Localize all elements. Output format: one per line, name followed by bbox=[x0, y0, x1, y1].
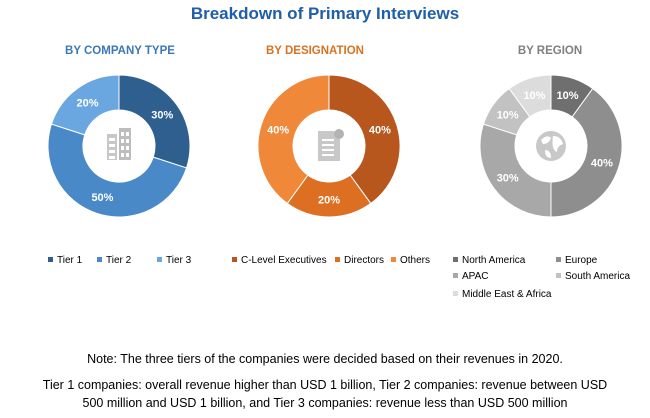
legend-item: Middle East & Africa bbox=[453, 289, 551, 301]
slice-label: 10% bbox=[523, 90, 545, 102]
chart-title-company-type: BY COMPANY TYPE bbox=[65, 45, 175, 57]
slice-label: 10% bbox=[497, 110, 519, 122]
legend-swatch bbox=[453, 257, 458, 262]
legend-swatch bbox=[453, 273, 458, 278]
legend-label: Tier 2 bbox=[106, 255, 132, 266]
legend-label: Directors bbox=[344, 255, 385, 266]
legend-swatch bbox=[556, 273, 561, 278]
legend-label: Others bbox=[400, 255, 431, 266]
note-text: Note: The three tiers of the companies w… bbox=[87, 352, 563, 366]
footnote-line-1: Tier 1 companies: overall revenue higher… bbox=[42, 378, 608, 392]
chart-title-region: BY REGION bbox=[517, 45, 583, 57]
legend-item: North America bbox=[453, 255, 525, 267]
slice-label: 50% bbox=[91, 192, 113, 204]
legend-label: Tier 1 bbox=[57, 255, 83, 266]
slice-middle-east-africa bbox=[508, 74, 552, 118]
slice-tier-2 bbox=[48, 123, 188, 218]
page-title: Breakdown of Primary Interviews bbox=[190, 4, 460, 23]
slice-label: 40% bbox=[369, 124, 391, 136]
slice-label: 10% bbox=[557, 90, 579, 102]
legend-label: Tier 3 bbox=[166, 255, 192, 266]
footnote-line-2: 500 million and USD 1 billion, and Tier … bbox=[82, 396, 568, 410]
donut-chart-company-type: 30% 50% 20% bbox=[48, 66, 190, 226]
legend-label: South America bbox=[565, 271, 631, 282]
legend-swatch bbox=[97, 257, 102, 262]
legend-swatch bbox=[232, 257, 237, 262]
legend-item: APAC bbox=[453, 271, 489, 283]
building-icon bbox=[107, 128, 131, 160]
slice-others bbox=[258, 74, 330, 205]
legend-item: Tier 2 bbox=[97, 255, 131, 267]
legend-item: Directors bbox=[335, 255, 384, 267]
document-icon bbox=[318, 129, 344, 161]
legend-item: South America bbox=[556, 271, 630, 283]
slice-label: 20% bbox=[318, 195, 340, 207]
legend-label: APAC bbox=[462, 271, 489, 282]
legend-item: Europe bbox=[556, 255, 597, 267]
slice-tier-1 bbox=[118, 74, 190, 169]
slice-label: 20% bbox=[77, 98, 99, 110]
slice-label: 30% bbox=[497, 172, 519, 184]
legend-item: Tier 3 bbox=[157, 255, 191, 267]
legend-swatch bbox=[453, 291, 458, 296]
slice-label: 30% bbox=[151, 110, 173, 122]
slice-tier-3 bbox=[50, 74, 120, 136]
legend-label: Middle East & Africa bbox=[462, 289, 552, 300]
legend-swatch bbox=[157, 257, 162, 262]
legend-swatch bbox=[391, 257, 396, 262]
slice-c-level-executives bbox=[328, 74, 400, 205]
legend-swatch bbox=[556, 257, 561, 262]
legend-item: Others bbox=[391, 255, 430, 267]
legend-swatch bbox=[335, 257, 340, 262]
legend-item: Tier 1 bbox=[48, 255, 82, 267]
donut-chart-designation: 40% 20% 40% bbox=[258, 66, 400, 226]
globe-icon bbox=[536, 131, 566, 161]
legend-item: C-Level Executives bbox=[232, 255, 327, 267]
slice-apac bbox=[480, 123, 552, 218]
donut-chart-region: 10% 40% 30% 10% 10% bbox=[480, 66, 622, 226]
legend-label: North America bbox=[462, 255, 526, 266]
legend-label: C-Level Executives bbox=[241, 255, 327, 266]
legend-label: Europe bbox=[565, 255, 598, 266]
slice-label: 40% bbox=[591, 158, 613, 170]
legend-swatch bbox=[48, 257, 53, 262]
slice-label: 40% bbox=[267, 124, 289, 136]
slice-europe bbox=[550, 87, 622, 218]
chart-title-designation: BY DESIGNATION bbox=[266, 45, 364, 57]
